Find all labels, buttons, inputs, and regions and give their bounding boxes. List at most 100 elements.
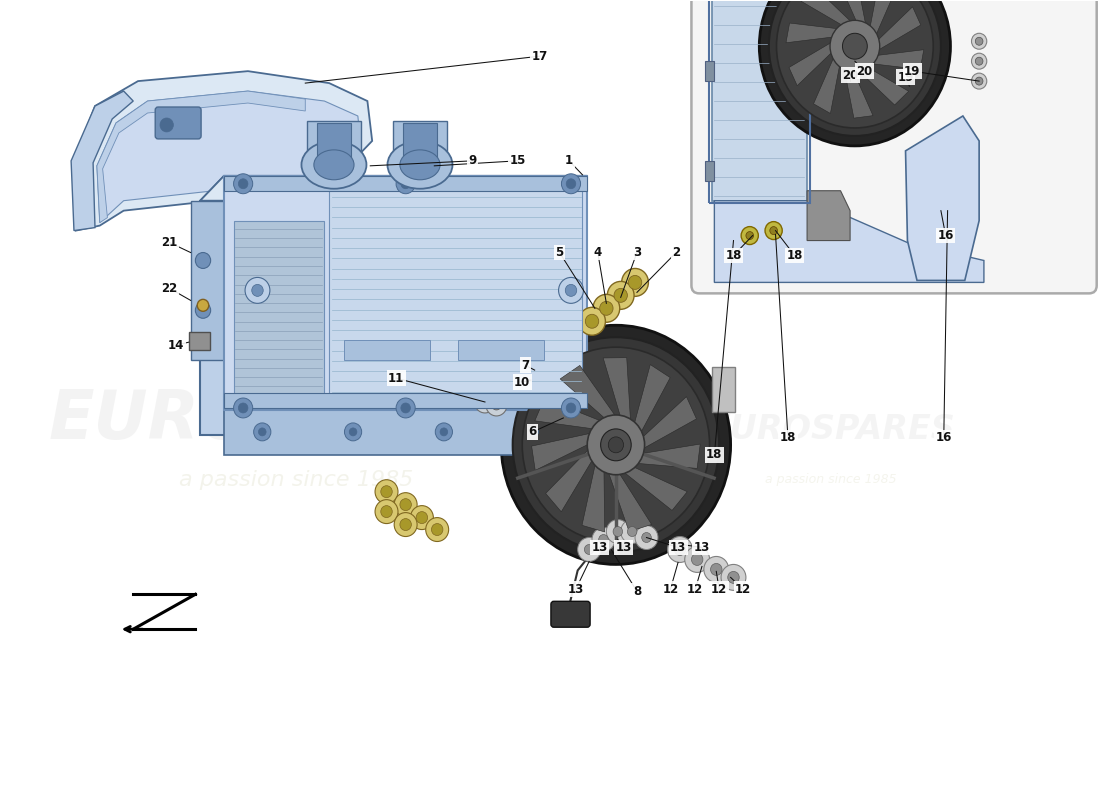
Circle shape (601, 429, 631, 461)
Circle shape (641, 533, 651, 542)
Polygon shape (560, 366, 616, 419)
Circle shape (777, 0, 933, 128)
Text: 15: 15 (509, 154, 526, 167)
Text: a passion since 1985: a passion since 1985 (766, 474, 896, 486)
Polygon shape (837, 0, 866, 24)
Text: 1: 1 (565, 154, 573, 167)
Polygon shape (714, 201, 983, 282)
Bar (525, 350, 532, 470)
Circle shape (436, 423, 452, 441)
Text: 13: 13 (592, 541, 608, 554)
Circle shape (394, 513, 417, 537)
Text: 12: 12 (688, 583, 703, 596)
Text: 18: 18 (780, 431, 796, 444)
Polygon shape (608, 471, 651, 532)
Circle shape (492, 400, 502, 410)
Text: 13: 13 (670, 541, 686, 554)
Circle shape (592, 527, 615, 551)
Polygon shape (789, 42, 832, 86)
Circle shape (704, 557, 728, 582)
Polygon shape (72, 91, 133, 230)
Circle shape (628, 275, 641, 290)
Polygon shape (317, 123, 351, 165)
Bar (535, 350, 542, 470)
Polygon shape (814, 58, 839, 114)
Bar (343, 340, 429, 360)
Circle shape (400, 518, 411, 530)
Polygon shape (403, 123, 437, 165)
Polygon shape (329, 181, 583, 408)
Circle shape (502, 326, 730, 565)
Circle shape (233, 398, 253, 418)
Polygon shape (393, 121, 447, 165)
Circle shape (843, 34, 867, 59)
Ellipse shape (301, 141, 366, 189)
Polygon shape (224, 176, 587, 410)
Circle shape (579, 307, 605, 335)
Bar (712, 0, 807, 201)
Circle shape (396, 398, 415, 418)
Circle shape (600, 302, 613, 315)
Circle shape (759, 0, 950, 146)
Circle shape (684, 546, 710, 572)
Polygon shape (859, 67, 909, 105)
Circle shape (394, 493, 417, 517)
Circle shape (566, 178, 575, 189)
Polygon shape (97, 91, 361, 222)
Bar (712, 367, 736, 412)
Polygon shape (200, 201, 563, 435)
Polygon shape (546, 449, 593, 512)
Polygon shape (307, 121, 361, 165)
Circle shape (381, 506, 393, 518)
Circle shape (522, 347, 710, 542)
Polygon shape (807, 190, 850, 241)
FancyBboxPatch shape (155, 107, 201, 139)
Text: 13: 13 (568, 583, 584, 596)
Polygon shape (535, 398, 602, 429)
Circle shape (239, 178, 248, 189)
Polygon shape (905, 116, 979, 281)
Circle shape (252, 285, 263, 296)
Circle shape (196, 253, 210, 269)
Circle shape (561, 174, 581, 194)
Bar (705, 61, 714, 81)
Circle shape (233, 174, 253, 194)
Circle shape (620, 519, 644, 543)
Circle shape (578, 538, 601, 562)
Text: 4: 4 (594, 246, 602, 259)
Text: 9: 9 (469, 154, 476, 167)
Text: 17: 17 (531, 50, 548, 62)
Circle shape (627, 526, 637, 537)
Polygon shape (97, 91, 306, 222)
Polygon shape (74, 71, 372, 230)
Circle shape (746, 231, 754, 239)
Polygon shape (801, 0, 851, 25)
Circle shape (621, 269, 648, 296)
Text: 7: 7 (521, 358, 529, 372)
Circle shape (584, 545, 594, 554)
FancyBboxPatch shape (551, 602, 590, 627)
Polygon shape (624, 466, 688, 510)
Polygon shape (872, 50, 924, 70)
Circle shape (976, 38, 983, 46)
Text: 22: 22 (162, 282, 178, 295)
Circle shape (770, 226, 778, 234)
Circle shape (722, 565, 746, 590)
FancyBboxPatch shape (692, 0, 1097, 294)
Bar (224, 407, 568, 455)
Circle shape (587, 415, 645, 474)
Circle shape (728, 571, 739, 583)
Text: 10: 10 (514, 375, 530, 389)
Circle shape (565, 285, 576, 296)
Circle shape (531, 428, 539, 436)
Polygon shape (878, 7, 921, 50)
Circle shape (971, 34, 987, 50)
Text: 12: 12 (662, 583, 679, 596)
Text: 14: 14 (168, 338, 185, 352)
Bar (224, 393, 587, 408)
Circle shape (635, 526, 658, 550)
Circle shape (349, 428, 356, 436)
Circle shape (197, 299, 209, 311)
Polygon shape (641, 397, 696, 449)
Polygon shape (200, 176, 224, 435)
